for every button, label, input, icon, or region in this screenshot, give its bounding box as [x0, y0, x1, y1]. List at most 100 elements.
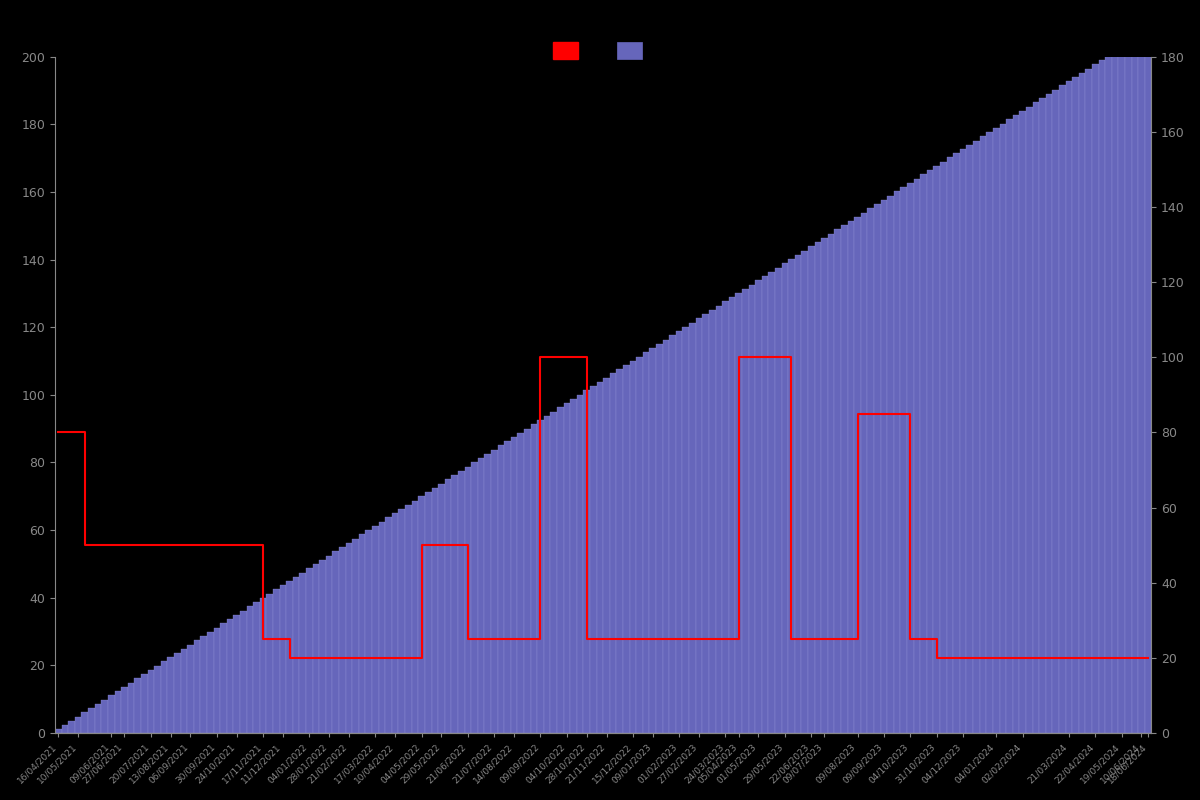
Bar [174, 653, 180, 733]
Bar [564, 403, 570, 733]
Bar [973, 141, 979, 733]
Bar [1026, 106, 1032, 733]
Bar [860, 213, 868, 733]
Bar [953, 154, 960, 733]
Bar [101, 700, 108, 733]
Bar [1066, 82, 1072, 733]
Bar [478, 458, 485, 733]
Bar [180, 649, 187, 733]
Bar [775, 267, 781, 733]
Bar [392, 514, 398, 733]
Bar [683, 327, 689, 733]
Bar [214, 628, 220, 733]
Bar [372, 526, 379, 733]
Bar [193, 640, 200, 733]
Bar [1145, 30, 1152, 733]
Bar [742, 289, 749, 733]
Bar [828, 234, 834, 733]
Bar [385, 518, 392, 733]
Bar [577, 394, 583, 733]
Bar [1006, 119, 1013, 733]
Bar [306, 568, 313, 733]
Bar [794, 255, 802, 733]
Bar [781, 263, 788, 733]
Bar [934, 166, 940, 733]
Bar [1092, 64, 1098, 733]
Bar [1032, 102, 1039, 733]
Bar [187, 645, 193, 733]
Bar [1124, 43, 1132, 733]
Bar [359, 534, 366, 733]
Bar [472, 462, 478, 733]
Bar [432, 488, 438, 733]
Bar [940, 162, 947, 733]
Bar [1138, 34, 1145, 733]
Bar [1045, 94, 1052, 733]
Bar [74, 717, 82, 733]
Bar [623, 365, 630, 733]
Legend: , : , [547, 37, 659, 65]
Bar [768, 272, 775, 733]
Bar [451, 475, 458, 733]
Bar [227, 619, 233, 733]
Bar [61, 725, 68, 733]
Bar [233, 615, 240, 733]
Bar [332, 551, 340, 733]
Bar [755, 280, 762, 733]
Bar [656, 344, 662, 733]
Bar [68, 721, 74, 733]
Bar [1079, 73, 1085, 733]
Bar [630, 361, 636, 733]
Bar [854, 217, 860, 733]
Bar [881, 200, 887, 733]
Bar [406, 505, 412, 733]
Bar [1052, 90, 1058, 733]
Bar [762, 276, 768, 733]
Bar [538, 420, 544, 733]
Bar [340, 547, 346, 733]
Bar [1058, 86, 1066, 733]
Bar [379, 522, 385, 733]
Bar [702, 314, 709, 733]
Bar [154, 666, 161, 733]
Bar [604, 378, 610, 733]
Bar [366, 530, 372, 733]
Bar [715, 306, 722, 733]
Bar [788, 259, 794, 733]
Bar [894, 191, 900, 733]
Bar [583, 390, 590, 733]
Bar [206, 632, 214, 733]
Bar [504, 442, 511, 733]
Bar [1132, 39, 1138, 733]
Bar [596, 382, 604, 733]
Bar [557, 407, 564, 733]
Bar [127, 682, 134, 733]
Bar [900, 187, 907, 733]
Bar [300, 573, 306, 733]
Bar [868, 208, 874, 733]
Bar [445, 479, 451, 733]
Bar [511, 437, 517, 733]
Bar [293, 577, 300, 733]
Bar [425, 492, 432, 733]
Bar [419, 496, 425, 733]
Bar [260, 598, 266, 733]
Bar [253, 602, 260, 733]
Bar [108, 695, 114, 733]
Bar [161, 662, 167, 733]
Bar [676, 331, 683, 733]
Bar [874, 204, 881, 733]
Bar [491, 450, 498, 733]
Bar [148, 670, 154, 733]
Bar [134, 678, 140, 733]
Bar [1013, 115, 1019, 733]
Bar [485, 454, 491, 733]
Bar [246, 606, 253, 733]
Bar [960, 149, 966, 733]
Bar [498, 446, 504, 733]
Bar [907, 183, 913, 733]
Bar [95, 704, 101, 733]
Bar [167, 658, 174, 733]
Bar [319, 560, 326, 733]
Bar [636, 357, 643, 733]
